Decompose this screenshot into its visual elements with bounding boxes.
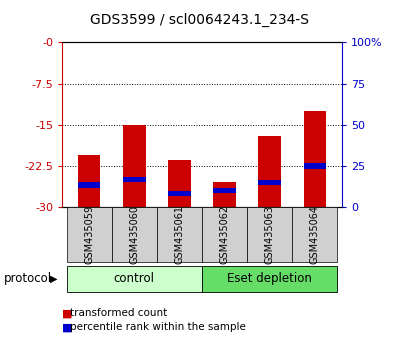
- Text: Eset depletion: Eset depletion: [227, 272, 312, 285]
- Bar: [168, 190, 191, 196]
- Bar: [304, 163, 326, 169]
- Text: transformed count: transformed count: [70, 308, 167, 318]
- Text: ■: ■: [62, 308, 72, 318]
- Bar: [78, 182, 100, 188]
- Bar: [247, 207, 292, 262]
- Bar: [123, 177, 146, 182]
- Bar: [213, 188, 236, 193]
- Bar: [157, 207, 202, 262]
- Bar: [202, 266, 338, 292]
- Bar: [66, 266, 202, 292]
- Text: GSM435060: GSM435060: [129, 205, 139, 264]
- Text: ■: ■: [62, 322, 72, 332]
- Text: protocol: protocol: [4, 272, 52, 285]
- Text: GSM435064: GSM435064: [310, 205, 320, 264]
- Text: GSM435063: GSM435063: [265, 205, 275, 264]
- Bar: [304, 111, 326, 207]
- Bar: [123, 125, 146, 207]
- Bar: [66, 207, 112, 262]
- Text: GSM435062: GSM435062: [220, 205, 230, 264]
- Text: ▶: ▶: [50, 274, 58, 284]
- Bar: [78, 155, 100, 207]
- Text: percentile rank within the sample: percentile rank within the sample: [70, 322, 246, 332]
- Text: GSM435059: GSM435059: [84, 205, 94, 264]
- Bar: [112, 207, 157, 262]
- Bar: [292, 207, 338, 262]
- Text: GDS3599 / scl0064243.1_234-S: GDS3599 / scl0064243.1_234-S: [90, 12, 310, 27]
- Bar: [258, 136, 281, 207]
- Text: GSM435061: GSM435061: [174, 205, 184, 264]
- Bar: [258, 180, 281, 185]
- Bar: [168, 160, 191, 207]
- Bar: [202, 207, 247, 262]
- Bar: [213, 182, 236, 207]
- Text: control: control: [114, 272, 155, 285]
